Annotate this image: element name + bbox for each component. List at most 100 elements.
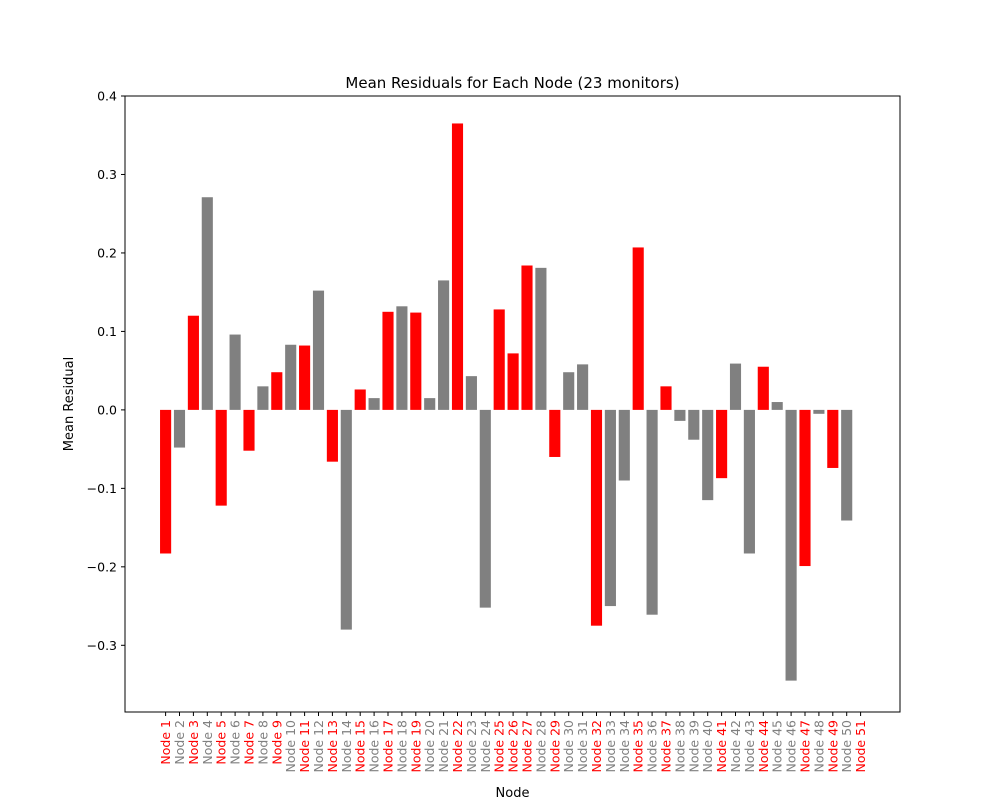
- bar-node-2: [173, 409, 186, 448]
- bar-node-15: [354, 389, 366, 410]
- bar-node-34: [618, 409, 630, 481]
- x-tick-label-node-40: Node 40: [700, 720, 715, 773]
- x-tick-label-node-28: Node 28: [533, 720, 548, 773]
- chart-title: Mean Residuals for Each Node (23 monitor…: [345, 74, 679, 92]
- x-tick-label-node-17: Node 17: [381, 720, 396, 773]
- bar-node-24: [479, 409, 491, 608]
- bar-node-12: [312, 290, 325, 410]
- x-tick-label-node-2: Node 2: [172, 720, 187, 765]
- x-tick-label-node-12: Node 12: [311, 720, 326, 773]
- bar-node-11: [299, 345, 311, 410]
- x-tick-label-node-49: Node 49: [825, 720, 840, 773]
- x-tick-label-node-18: Node 18: [394, 720, 409, 773]
- x-tick-label-node-32: Node 32: [589, 720, 604, 773]
- bar-node-33: [604, 409, 616, 607]
- x-tick-label-node-14: Node 14: [339, 720, 354, 773]
- y-tick-label: −0.1: [87, 481, 117, 496]
- x-tick-label-node-37: Node 37: [659, 720, 674, 773]
- bar-node-17: [382, 311, 394, 410]
- x-tick-label-node-29: Node 29: [547, 720, 562, 773]
- x-tick-label-node-25: Node 25: [492, 720, 507, 773]
- y-tick-label: −0.2: [87, 559, 117, 574]
- x-tick-label-node-39: Node 39: [686, 720, 701, 773]
- y-tick-label: 0.1: [97, 324, 117, 339]
- bar-node-32: [590, 409, 603, 626]
- bar-node-50: [841, 409, 853, 521]
- x-tick-label-node-27: Node 27: [520, 720, 535, 773]
- x-tick-label-node-16: Node 16: [367, 720, 382, 773]
- bar-node-3: [187, 315, 199, 410]
- bar-node-4: [201, 197, 213, 410]
- x-tick-label-node-50: Node 50: [839, 720, 854, 773]
- bar-node-23: [465, 376, 477, 410]
- bar-node-46: [785, 409, 797, 681]
- bar-node-41: [716, 409, 728, 479]
- bar-node-30: [563, 372, 575, 410]
- bars-group: [160, 123, 853, 681]
- bar-node-22: [451, 123, 464, 410]
- x-tick-label-node-4: Node 4: [200, 720, 215, 765]
- x-tick-label-node-36: Node 36: [645, 720, 660, 773]
- x-tick-label-node-38: Node 38: [672, 720, 687, 773]
- x-tick-label-node-5: Node 5: [214, 720, 229, 765]
- bar-node-10: [285, 344, 297, 410]
- x-tick-label-node-35: Node 35: [631, 720, 646, 773]
- bar-node-1: [160, 409, 172, 554]
- x-tick-label-node-42: Node 42: [728, 720, 743, 773]
- bar-node-35: [632, 247, 644, 410]
- x-tick-label-node-31: Node 31: [575, 720, 590, 773]
- x-tick-label-node-15: Node 15: [353, 720, 368, 773]
- x-tick-label-node-46: Node 46: [784, 720, 799, 773]
- bar-node-42: [729, 363, 742, 410]
- bar-node-19: [410, 312, 422, 410]
- bar-node-31: [577, 364, 589, 410]
- bar-node-14: [340, 409, 352, 630]
- x-tick-label-node-20: Node 20: [422, 720, 437, 773]
- bar-node-38: [674, 409, 686, 421]
- y-axis-label: Mean Residual: [62, 357, 77, 451]
- x-tick-label-node-45: Node 45: [770, 720, 785, 773]
- x-tick-label-node-23: Node 23: [464, 720, 479, 773]
- x-tick-label-node-11: Node 11: [297, 720, 312, 773]
- x-tick-label-node-6: Node 6: [228, 720, 243, 765]
- x-tick-label-node-51: Node 51: [853, 720, 868, 773]
- bar-node-18: [396, 306, 408, 410]
- x-tick-label-node-48: Node 48: [811, 720, 826, 773]
- bar-node-40: [702, 409, 714, 501]
- x-tick-label-node-22: Node 22: [450, 720, 465, 773]
- y-axis-ticks: −0.3 −0.2 −0.1 0.0 0.1 0.2 0.3 0.4: [87, 89, 125, 653]
- bar-node-8: [257, 386, 269, 410]
- y-tick-label: 0.3: [97, 167, 117, 182]
- x-tick-label-node-41: Node 41: [714, 720, 729, 773]
- bar-node-43: [743, 409, 755, 554]
- bar-node-45: [771, 402, 783, 410]
- bar-node-36: [646, 409, 658, 615]
- bar-node-39: [688, 409, 700, 440]
- x-tick-label-node-10: Node 10: [283, 720, 298, 773]
- plot-frame: [124, 95, 901, 713]
- x-tick-label-node-43: Node 43: [742, 720, 757, 773]
- bar-node-7: [243, 409, 255, 451]
- bar-node-44: [757, 366, 769, 410]
- x-tick-label-node-19: Node 19: [408, 720, 423, 773]
- bar-node-13: [326, 409, 338, 462]
- x-tick-label-node-7: Node 7: [242, 720, 257, 765]
- y-tick-label: 0.4: [97, 89, 117, 104]
- bar-node-21: [438, 280, 450, 410]
- bar-node-9: [271, 372, 283, 410]
- bar-node-16: [368, 398, 380, 410]
- bar-node-29: [549, 409, 561, 457]
- bar-node-25: [493, 309, 505, 410]
- bar-node-26: [507, 353, 519, 410]
- y-tick-label: 0.0: [97, 402, 117, 417]
- x-tick-label-node-8: Node 8: [255, 720, 270, 765]
- bar-node-49: [827, 409, 839, 468]
- x-tick-label-node-34: Node 34: [617, 720, 632, 773]
- bar-node-47: [799, 409, 811, 567]
- bar-node-5: [215, 409, 227, 506]
- x-tick-label-node-30: Node 30: [561, 720, 576, 773]
- x-tick-label-node-13: Node 13: [325, 720, 340, 773]
- x-tick-label-node-1: Node 1: [158, 720, 173, 765]
